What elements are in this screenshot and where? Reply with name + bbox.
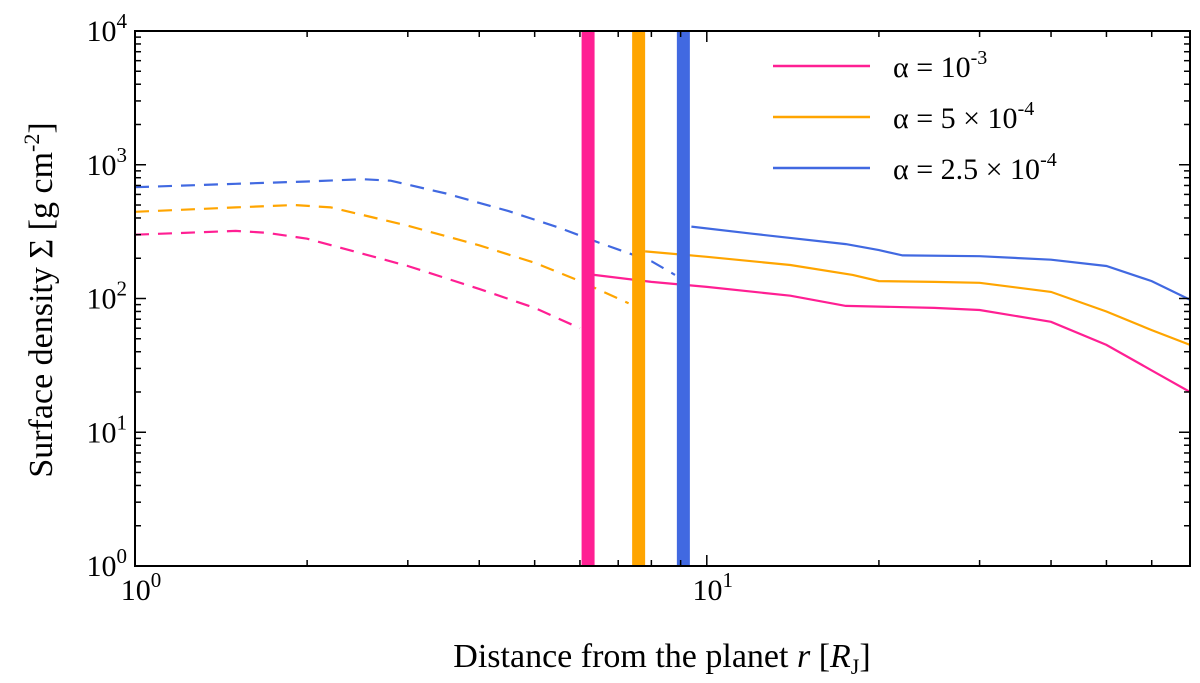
- y-axis-label: Surface density Σ [g cm-2]: [19, 122, 60, 477]
- series-alpha-5e-4-dashed: [134, 203, 630, 305]
- y-tick-label: 100: [87, 544, 128, 583]
- x-tick-label: 100: [121, 568, 162, 607]
- x-axis-label: Distance from the planet r [RJ]: [453, 638, 870, 679]
- series-alpha-1e-3-dashed: [134, 229, 581, 330]
- series-alpha-5e-4-solid: [645, 250, 1191, 346]
- legend-label-alpha-5e-4: α = 5 × 10-4: [893, 98, 1034, 135]
- legend-label-alpha-2.5e-4: α = 2.5 × 10-4: [893, 149, 1057, 186]
- series-layer: [134, 178, 1191, 393]
- series-alpha-2.5e-4-dashed: [134, 178, 676, 276]
- series-alpha-1e-3-solid: [593, 273, 1191, 393]
- series-alpha-2.5e-4-solid: [691, 225, 1191, 301]
- y-tick-label: 103: [87, 143, 128, 182]
- y-tick-label: 104: [87, 9, 128, 48]
- boundary-bars: [581, 31, 690, 566]
- legend-label-alpha-1e-3: α = 10-3: [893, 47, 987, 84]
- y-tick-label: 101: [87, 410, 128, 449]
- legend: α = 10-3 α = 5 × 10-4 α = 2.5 × 10-4: [773, 47, 1057, 186]
- y-tick-label: 102: [87, 277, 128, 316]
- tick-labels: 100 101 100 101 102 103 104: [87, 9, 734, 607]
- x-tick-label: 101: [693, 568, 734, 607]
- plot-frame: [134, 30, 1191, 567]
